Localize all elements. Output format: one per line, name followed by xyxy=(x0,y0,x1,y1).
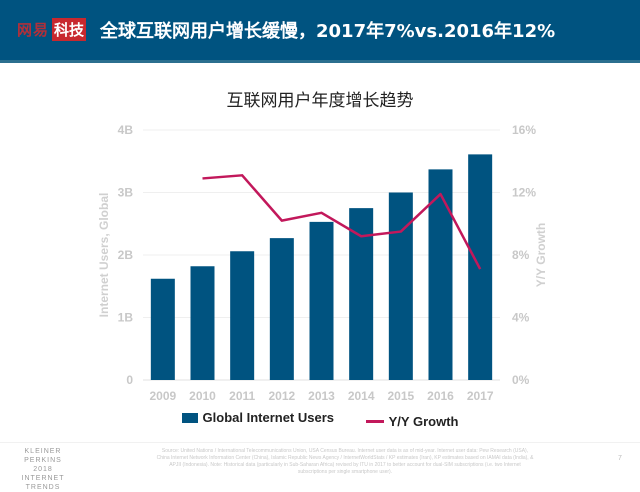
legend-swatch-line xyxy=(366,420,384,423)
x-tick-label: 2016 xyxy=(427,389,454,403)
y-tick-label: 3B xyxy=(118,186,134,200)
brand-line-2: 2018 xyxy=(6,465,80,474)
y2-tick-label: 12% xyxy=(512,186,536,200)
legend-label-growth: Y/Y Growth xyxy=(389,414,459,429)
x-tick-label: 2017 xyxy=(467,389,494,403)
legend-swatch-bar xyxy=(182,413,198,423)
legend-item-growth: Y/Y Growth xyxy=(366,414,459,429)
legend-label-users: Global Internet Users xyxy=(203,410,334,425)
x-tick-label: 2014 xyxy=(348,389,375,403)
bar-2015 xyxy=(389,193,413,381)
bar-2014 xyxy=(349,208,373,380)
y-tick-label: 2B xyxy=(118,248,134,262)
y2-tick-label: 4% xyxy=(512,311,530,325)
x-tick-label: 2015 xyxy=(387,389,414,403)
footer-brand: KLEINER PERKINS 2018 INTERNET TRENDS xyxy=(6,447,80,492)
bar-2011 xyxy=(230,251,254,380)
y2-tick-label: 0% xyxy=(512,373,530,387)
legend: Global Internet Users Y/Y Growth xyxy=(0,410,640,429)
source-note: Source: United Nations / International T… xyxy=(155,448,535,476)
y-axis-label: Internet Users, Global xyxy=(97,193,111,318)
y2-tick-label: 16% xyxy=(512,123,536,137)
y-tick-label: 1B xyxy=(118,311,134,325)
legend-item-users: Global Internet Users xyxy=(182,410,334,425)
footer-divider xyxy=(0,442,640,443)
bar-2010 xyxy=(191,266,215,380)
y-tick-label: 0 xyxy=(126,373,133,387)
x-tick-label: 2013 xyxy=(308,389,335,403)
bar-2009 xyxy=(151,279,175,380)
y-tick-label: 4B xyxy=(118,123,134,137)
y2-axis-label: Y/Y Growth xyxy=(534,223,548,287)
x-tick-label: 2012 xyxy=(268,389,295,403)
brand-line-1: KLEINER PERKINS xyxy=(6,447,80,465)
x-tick-label: 2010 xyxy=(189,389,216,403)
y2-tick-label: 8% xyxy=(512,248,530,262)
chart: 0 0% 1B 4% 2B 8% 3B 12% 4B 16% 2009 2010 2011 2012 201… xyxy=(0,0,640,480)
x-tick-label: 2009 xyxy=(149,389,176,403)
x-tick-label: 2011 xyxy=(229,389,255,403)
bar-2012 xyxy=(270,238,294,380)
brand-line-3: INTERNET TRENDS xyxy=(6,474,80,492)
bar-2013 xyxy=(310,222,334,380)
page-number: 7 xyxy=(618,455,622,462)
